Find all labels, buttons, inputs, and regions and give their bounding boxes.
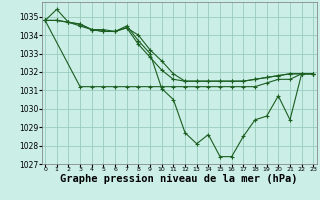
X-axis label: Graphe pression niveau de la mer (hPa): Graphe pression niveau de la mer (hPa): [60, 174, 298, 184]
